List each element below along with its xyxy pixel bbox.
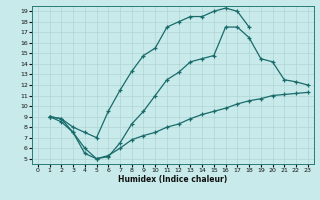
X-axis label: Humidex (Indice chaleur): Humidex (Indice chaleur) (118, 175, 228, 184)
